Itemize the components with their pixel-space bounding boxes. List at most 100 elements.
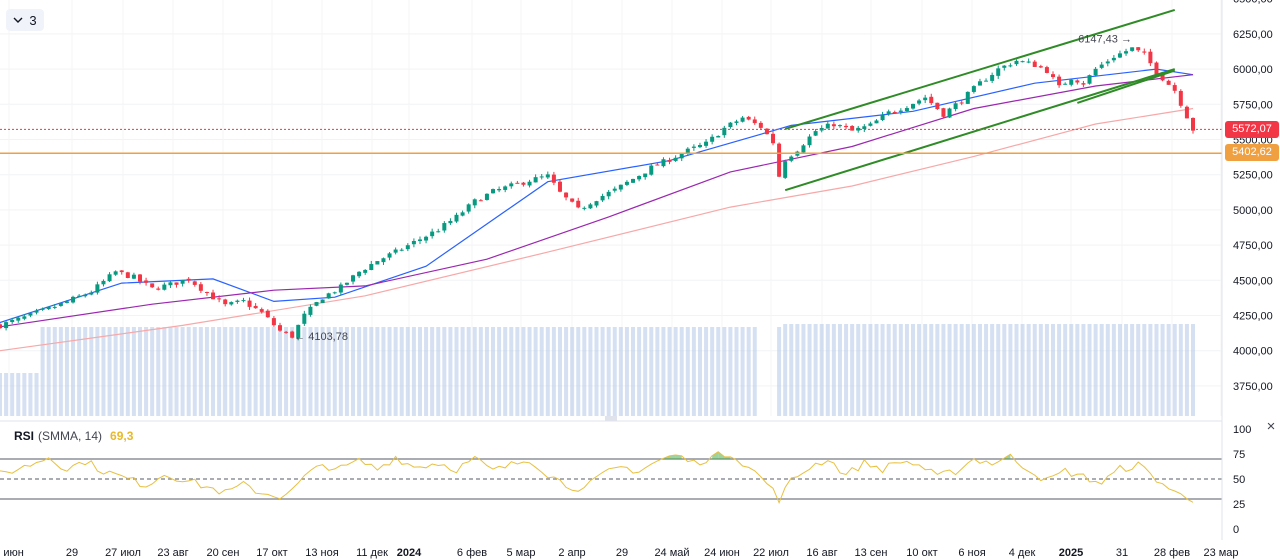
volume-bar <box>1166 324 1171 416</box>
candle-body <box>637 175 642 180</box>
x-tick-label: 6 фев <box>457 547 487 559</box>
volume-bar <box>22 373 27 416</box>
pane-count-label: 3 <box>29 12 37 28</box>
rsi-params: (SMMA, 14) <box>38 429 103 443</box>
volume-bar <box>229 327 234 416</box>
candle-body <box>509 183 514 187</box>
rsi-legend[interactable]: RSI (SMMA, 14) 69,3 <box>14 429 133 443</box>
volume-bar <box>1026 324 1031 416</box>
volume-bar <box>673 327 678 416</box>
volume-bar <box>64 327 69 416</box>
candle-body <box>515 182 520 184</box>
volume-bar <box>308 327 313 416</box>
candle-body <box>740 117 745 122</box>
candle-body <box>22 316 27 319</box>
y-tick-label: 5750,00 <box>1233 99 1273 111</box>
volume-bar <box>95 327 100 416</box>
candle-body <box>180 279 185 284</box>
volume-bar <box>612 327 617 416</box>
volume-bar <box>1075 324 1080 416</box>
moving-average-line <box>0 107 1194 352</box>
candle-body <box>16 317 21 321</box>
candle-body <box>996 68 1001 76</box>
volume-bar <box>52 327 57 416</box>
volume-bar <box>990 324 995 416</box>
volume-bar <box>594 327 599 416</box>
rsi-overbought-fill <box>712 451 719 459</box>
volume-bar <box>351 327 356 416</box>
candle-body <box>947 108 952 118</box>
candle-body <box>624 181 629 185</box>
candle-body <box>746 116 751 120</box>
volume-bar <box>168 327 173 416</box>
candle-body <box>631 178 636 183</box>
volume-bar <box>606 327 611 416</box>
volume-bar <box>831 324 836 416</box>
volume-bar <box>661 327 666 416</box>
x-tick-label: 23 авг <box>157 547 188 559</box>
x-tick-label: 22 июл <box>753 547 789 559</box>
candle-body <box>521 182 526 185</box>
volume-bar <box>588 327 593 416</box>
volume-bar <box>417 327 422 416</box>
y-tick-label: 4750,00 <box>1233 240 1273 252</box>
volume-bar <box>862 324 867 416</box>
y-tick-label: 4250,00 <box>1233 311 1273 323</box>
price-candles <box>0 47 1195 341</box>
volume-bar <box>557 327 562 416</box>
volume-bar <box>1063 324 1068 416</box>
volume-bar <box>83 327 88 416</box>
x-tick-label: 4 дек <box>1009 547 1036 559</box>
volume-bar <box>1051 324 1056 416</box>
candle-body <box>1099 64 1104 68</box>
candle-body <box>271 318 276 326</box>
volume-bar <box>89 327 94 416</box>
volume-bar <box>1136 324 1141 416</box>
volume-bar <box>320 327 325 416</box>
volume-bar <box>856 324 861 416</box>
volume-bar <box>150 327 155 416</box>
volume-bar <box>965 324 970 416</box>
candle-body <box>235 300 240 302</box>
volume-bar <box>911 324 916 416</box>
candle-body <box>1044 67 1049 73</box>
volume-bar <box>0 373 2 416</box>
candle-body <box>259 309 264 312</box>
volume-bar <box>971 324 976 416</box>
volume-bar <box>892 324 897 416</box>
volume-bar <box>1020 324 1025 416</box>
x-tick-label: 10 окт <box>906 547 937 559</box>
volume-bar <box>527 327 532 416</box>
volume-bar <box>466 327 471 416</box>
x-tick-label: 23 мар <box>1203 547 1238 559</box>
volume-bar <box>363 327 368 416</box>
x-tick-label: 29 <box>616 547 628 559</box>
volume-bar <box>290 327 295 416</box>
candle-body <box>156 288 161 290</box>
candle-body <box>965 91 970 104</box>
candle-body <box>977 81 982 86</box>
volume-bar <box>746 327 751 416</box>
candle-body <box>880 114 885 121</box>
volume-bar <box>570 327 575 416</box>
candle-body <box>1002 65 1007 68</box>
volume-bar <box>241 327 246 416</box>
volume-bar <box>545 327 550 416</box>
x-tick-label: 20 сен <box>207 547 240 559</box>
volume-bar <box>284 327 289 416</box>
candle-body <box>1026 61 1031 63</box>
candle-body <box>1178 90 1183 106</box>
candle-body <box>1117 53 1122 58</box>
candle-body <box>1069 79 1074 85</box>
close-icon[interactable]: × <box>1266 418 1276 435</box>
candle-body <box>527 181 532 186</box>
candle-body <box>557 181 562 192</box>
candle-body <box>320 299 325 304</box>
pane-collapse-button[interactable]: 3 <box>6 9 44 31</box>
x-tick-label: 16 авг <box>806 547 837 559</box>
candle-body <box>417 239 422 242</box>
candle-body <box>564 192 569 198</box>
candle-body <box>442 223 447 231</box>
candle-body <box>679 153 684 159</box>
